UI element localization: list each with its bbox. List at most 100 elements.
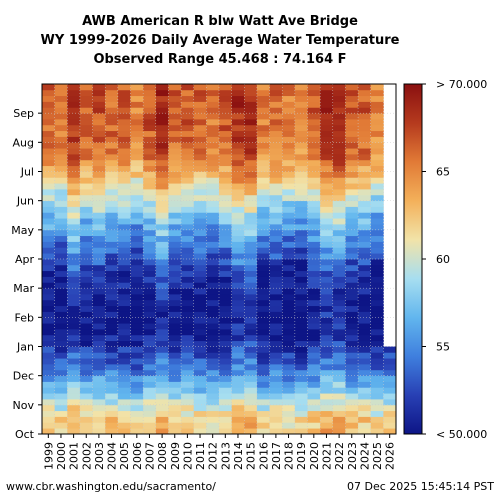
heatmap-cell (345, 241, 359, 248)
heatmap-cell (370, 113, 384, 120)
heatmap-cell (130, 259, 144, 266)
heatmap-cell (168, 235, 182, 242)
heatmap-cell (168, 124, 182, 132)
heatmap-cell (269, 299, 283, 307)
heatmap-cell (320, 352, 334, 359)
heatmap-cell (320, 113, 334, 120)
heatmap-cell (332, 352, 346, 359)
heatmap-cell (282, 358, 296, 365)
heatmap-cell (117, 247, 131, 254)
heatmap-cell (117, 206, 131, 213)
heatmap-cell (79, 282, 93, 289)
heatmap-cell (294, 189, 308, 196)
heatmap-cell (92, 364, 106, 371)
heatmap-cell (181, 375, 195, 382)
heatmap-cell (307, 381, 321, 388)
heatmap-cell (231, 194, 245, 202)
heatmap-cell (105, 229, 119, 237)
heatmap-cell (282, 119, 296, 126)
heatmap-cell (168, 299, 182, 307)
heatmap-cell (79, 159, 93, 167)
heatmap-cell (79, 358, 93, 365)
heatmap-cell (92, 136, 106, 143)
heatmap-cell (105, 387, 119, 394)
heatmap-cell (307, 148, 321, 155)
heatmap-cell (231, 200, 245, 207)
heatmap-cell (168, 364, 182, 371)
heatmap-cell (168, 404, 182, 412)
heatmap-cell (181, 218, 195, 225)
heatmap-cell (54, 107, 68, 114)
heatmap-cell (383, 422, 397, 429)
heatmap-cell (130, 183, 144, 190)
heatmap-cell (143, 381, 157, 388)
heatmap-cell (244, 410, 258, 417)
heatmap-cell (219, 299, 233, 307)
heatmap-cell (143, 270, 157, 277)
heatmap-cell (117, 299, 131, 307)
heatmap-cell (117, 229, 131, 237)
heatmap-cell (168, 428, 182, 435)
heatmap-cell (269, 89, 283, 97)
heatmap-cell (130, 375, 144, 382)
heatmap-cell (79, 124, 93, 132)
heatmap-cell (282, 171, 296, 178)
heatmap-cell (345, 124, 359, 132)
heatmap-cell (307, 305, 321, 312)
heatmap-cell (54, 241, 68, 248)
heatmap-cell (143, 218, 157, 225)
heatmap-cell (231, 329, 245, 336)
heatmap-cell (294, 387, 308, 394)
heatmap-cell (231, 171, 245, 178)
heatmap-cell (269, 317, 283, 324)
heatmap-cell (117, 311, 131, 318)
heatmap-cell (231, 317, 245, 324)
heatmap-cell (67, 241, 81, 248)
heatmap-cell (294, 270, 308, 277)
heatmap-cell (42, 334, 56, 342)
heatmap-cell (282, 142, 296, 149)
heatmap-cell (358, 154, 372, 161)
heatmap-cell (143, 288, 157, 295)
heatmap-cell (67, 154, 81, 161)
heatmap-cell (307, 189, 321, 196)
heatmap-cell (155, 270, 169, 277)
heatmap-cell (294, 276, 308, 283)
heatmap-cell (358, 148, 372, 155)
heatmap-cell (130, 95, 144, 102)
y-tick-label: Jun (16, 195, 34, 208)
heatmap-cell (345, 95, 359, 102)
heatmap-cell (42, 393, 56, 400)
heatmap-cell (92, 218, 106, 225)
heatmap-cell (155, 200, 169, 207)
heatmap-cell (370, 241, 384, 248)
heatmap-cell (193, 212, 207, 219)
heatmap-cell (320, 299, 334, 307)
heatmap-cell (105, 276, 119, 283)
heatmap-cell (92, 212, 106, 219)
heatmap-cell (332, 84, 346, 91)
heatmap-cell (168, 305, 182, 312)
heatmap-cell (79, 352, 93, 359)
colorbar-tick-label: < 50.000 (436, 428, 487, 441)
heatmap-cell (181, 387, 195, 394)
heatmap-cell (332, 206, 346, 213)
heatmap-cell (193, 422, 207, 429)
heatmap-cell (130, 200, 144, 207)
heatmap-cell (79, 95, 93, 102)
heatmap-cell (117, 177, 131, 184)
heatmap-cell (117, 369, 131, 377)
heatmap-cell (282, 428, 296, 435)
heatmap-cell (282, 393, 296, 400)
heatmap-cell (206, 177, 220, 184)
heatmap-cell (320, 253, 334, 260)
heatmap-cell (130, 329, 144, 336)
heatmap-cell (294, 358, 308, 365)
x-tick-label: 2021 (320, 442, 333, 470)
heatmap-cell (307, 253, 321, 260)
heatmap-cell (155, 177, 169, 184)
heatmap-cell (67, 299, 81, 307)
heatmap-cell (105, 422, 119, 429)
heatmap-cell (256, 294, 270, 301)
heatmap-cell (42, 113, 56, 120)
